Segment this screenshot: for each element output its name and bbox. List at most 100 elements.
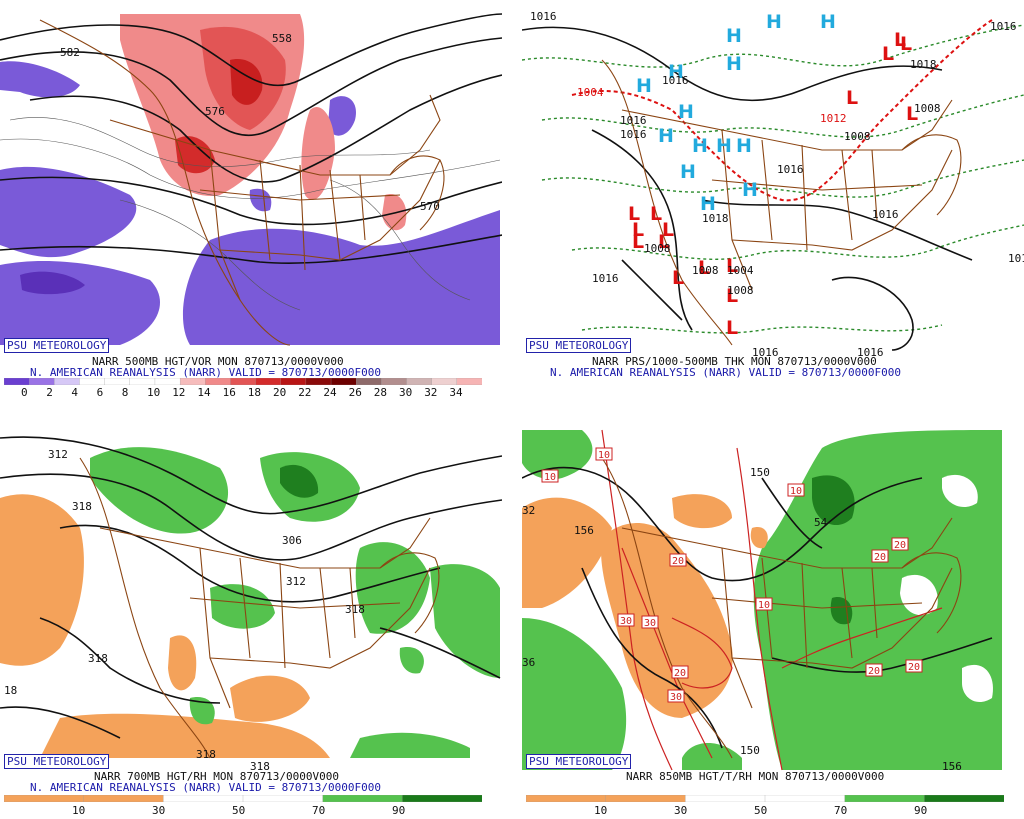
valid-line: N. AMERICAN REANALYSIS (NARR) VALID = 87…: [30, 781, 381, 794]
colorbar-tick-label: 2: [46, 386, 53, 399]
isobar-label: 1008: [844, 130, 871, 143]
product-line: NARR 850MB HGT/T/RH MON 870713/0000V000: [626, 770, 885, 783]
svg-text:20: 20: [908, 662, 920, 673]
contour-label: 570: [420, 200, 440, 213]
low-pressure-marker: L: [658, 231, 670, 253]
svg-text:30: 30: [620, 616, 632, 627]
colorbar-swatch: [129, 378, 156, 385]
temperature-label: 10: [595, 447, 613, 461]
colorbar-tick-label: 12: [172, 386, 186, 399]
low-pressure-marker: L: [900, 33, 912, 55]
isobar-label: 1008: [914, 102, 941, 115]
colorbar-swatch: [924, 795, 1004, 802]
isobar-label: 1016: [872, 208, 899, 221]
contour-label: 312: [48, 448, 68, 461]
colorbar-swatch: [322, 795, 403, 802]
low-pressure-marker: L: [726, 255, 738, 277]
isobar-label: 1016: [530, 10, 557, 23]
svg-text:20: 20: [672, 556, 684, 567]
colorbar-swatch: [526, 795, 607, 802]
isobar-label: 1008: [644, 242, 671, 255]
colorbar-tick-label: 30: [152, 804, 166, 817]
colorbar-tick-label: 34: [449, 386, 463, 399]
isobar-label: 1016: [592, 272, 619, 285]
psu-meteorology-tag: PSU METEOROLOGY: [526, 338, 632, 353]
product-line: NARR 700MB HGT/RH MON 870713/0000V000: [94, 770, 340, 783]
colorbar-tick-label: 70: [312, 804, 326, 817]
colorbar-tick-label: 16: [222, 386, 236, 399]
temperature-label: 30: [617, 613, 635, 627]
colorbar-swatch: [456, 378, 482, 385]
psu-meteorology-tag: PSU METEOROLOGY: [526, 754, 632, 769]
temperature-label: 10: [541, 469, 559, 483]
temperature-label: 10: [787, 483, 805, 497]
low-pressure-marker: L: [894, 29, 906, 51]
colorbar-ticks: 10 30 50 70 90: [522, 805, 1024, 818]
colorbar-tick-label: 4: [71, 386, 79, 399]
high-pressure-marker: H: [766, 11, 782, 33]
temperature-label: 30: [641, 615, 659, 629]
contour-label: 318: [88, 652, 108, 665]
svg-text:10: 10: [790, 486, 802, 497]
valid-line: N. AMERICAN REANALYSIS (NARR) VALID = 87…: [30, 366, 381, 379]
svg-text:10: 10: [544, 472, 556, 483]
temperature-label: 20: [905, 659, 923, 673]
panel-850mb-temp-rh: 10 10 20 20 20 20 20 20 30 30 30 10 10 150 156 150 1…: [522, 418, 1024, 818]
colorbar-tick-label: 20: [273, 386, 287, 399]
colorbar-swatch: [205, 378, 232, 385]
map-500mb: 582 558 576 570: [0, 13, 502, 354]
map-700mb: 312 318 306 312 318 318 318 318 18: [0, 430, 502, 773]
colorbar-swatch: [242, 795, 324, 802]
colorbar-swatch: [4, 795, 85, 802]
colorbar-swatch: [104, 378, 131, 385]
contour-label: 582: [60, 46, 80, 59]
colorbar-tick-label: 10: [594, 804, 608, 817]
colorbar-tick-label: 30: [674, 804, 688, 817]
low-pressure-marker: L: [906, 103, 918, 125]
isobar-label: 1016: [990, 20, 1017, 33]
colorbar-tick-label: 24: [323, 386, 337, 399]
colorbar-tick-label: 70: [834, 804, 848, 817]
temperature-label: 20: [865, 663, 883, 677]
colorbar-swatch: [4, 378, 30, 385]
isobar-label: 1016: [777, 163, 804, 176]
colorbar-swatch: [356, 378, 383, 385]
colorbar-rh: [4, 795, 482, 802]
colorbar-swatch: [230, 378, 257, 385]
colorbar-ticks: 10 30 50 70 90: [0, 805, 502, 818]
panel-500mb-vorticity: 582 558 576 570 PSU METEOROLOGY NARR 500…: [0, 0, 502, 400]
low-pressure-marker: L: [672, 267, 684, 289]
high-pressure-marker: H: [716, 135, 732, 157]
colorbar-swatch: [29, 378, 55, 385]
psu-meteorology-tag: PSU METEOROLOGY: [4, 754, 110, 769]
colorbar-swatch: [330, 378, 357, 385]
low-pressure-marker: L: [628, 203, 640, 225]
colorbar-swatch: [255, 378, 282, 385]
high-pressure-marker: H: [742, 179, 758, 201]
colorbar-vorticity: [4, 378, 482, 385]
contour-label: 558: [272, 32, 292, 45]
svg-text:10: 10: [758, 600, 770, 611]
low-pressure-marker: L: [650, 203, 662, 225]
contour-label: 312: [286, 575, 306, 588]
low-pressure-marker: L: [726, 317, 738, 339]
map-850mb: 10 10 20 20 20 20 20 20 30 30 30 10 10 150 156 150 1…: [522, 429, 1002, 773]
temperature-label: 10: [755, 597, 773, 611]
colorbar-swatch: [605, 795, 686, 802]
colorbar-rh: [526, 795, 1004, 802]
colorbar-swatch: [406, 378, 433, 385]
colorbar-swatch: [154, 378, 181, 385]
product-line: NARR PRS/1000-500MB THK MON 870713/0000V…: [592, 355, 877, 368]
colorbar-tick-label: 22: [298, 386, 312, 399]
contour-label: 150: [740, 744, 760, 757]
valid-line: N. AMERICAN REANALYSIS (NARR) VALID = 87…: [550, 366, 901, 379]
high-pressure-marker: H: [658, 125, 674, 147]
colorbar-tick-label: 50: [232, 804, 246, 817]
contour-label: 318: [196, 748, 216, 761]
isobar-label: 1012: [820, 112, 847, 125]
isobar-label: 1016: [620, 128, 647, 141]
isobar-label: 1016: [620, 114, 647, 127]
temperature-label: 20: [669, 553, 687, 567]
svg-text:20: 20: [874, 552, 886, 563]
